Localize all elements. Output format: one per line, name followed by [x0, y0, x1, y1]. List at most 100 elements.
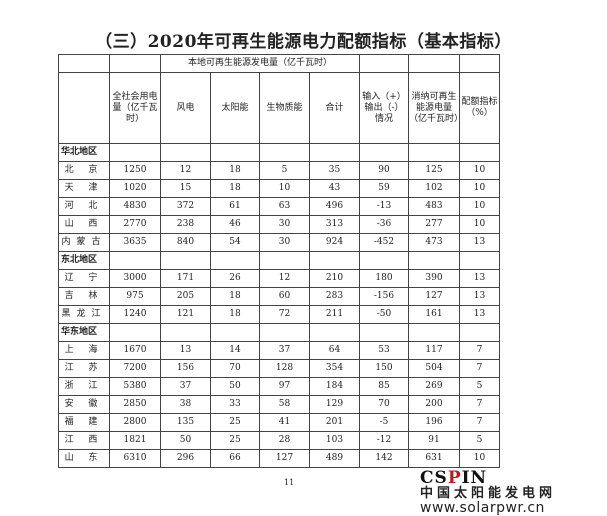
table-cell: 13: [459, 269, 501, 288]
table-cell: 127: [259, 449, 310, 468]
table-cell: 30: [259, 233, 310, 252]
table-cell: 5380: [109, 377, 161, 396]
watermark-logo: CSPIN 中国太阳能发电网 www.solarpwr.cn: [420, 468, 607, 516]
table-row: 安 徽 2850 38 33 58 129 70 200 7: [58, 395, 501, 414]
table-cell: 13: [459, 233, 501, 252]
table-cell: 13: [459, 305, 501, 324]
table-cell: 41: [259, 413, 310, 432]
table-row: 辽 宁 3000 171 26 12 210 180 390 13: [58, 269, 501, 288]
column-header: 太阳能: [210, 72, 260, 144]
province-name: 北 京: [58, 161, 110, 180]
table-cell: 25: [210, 413, 260, 432]
table-cell: 1020: [109, 179, 161, 198]
table-cell: 50: [160, 431, 211, 450]
table-row: 山 西 2770 238 46 30 313 -36 277 10: [58, 215, 501, 234]
table-cell: 1250: [109, 161, 161, 180]
table-cell: 3635: [109, 233, 161, 252]
page-number: 11: [284, 478, 295, 487]
column-header: 输入（+）输出（-）情况: [359, 72, 410, 144]
table-cell: 117: [408, 341, 461, 360]
table-cell: 924: [308, 233, 361, 252]
region-label: 华东地区: [58, 323, 110, 342]
page-title: （三）2020年可再生能源电力配额指标（基本指标）: [95, 32, 512, 52]
table-cell: 13: [160, 341, 211, 360]
table-cell: 26: [210, 269, 260, 288]
table-cell: 58: [259, 395, 310, 414]
watermark-url: www.solarpwr.cn: [420, 500, 545, 516]
table-cell: 10: [259, 179, 310, 198]
province-name: 上 海: [58, 341, 110, 360]
table-cell: 5: [459, 431, 501, 450]
table-cell: 196: [408, 413, 461, 432]
table-cell: 504: [408, 359, 461, 378]
table-cell: 7: [459, 395, 501, 414]
table-cell: 18: [210, 179, 260, 198]
table-cell: 135: [160, 413, 211, 432]
table-row: 江 西 1821 50 25 28 103 -12 91 5: [58, 431, 501, 450]
table-cell: -5: [359, 413, 410, 432]
table-cell: 127: [408, 287, 461, 306]
table-cell: 840: [160, 233, 211, 252]
table-cell: 18: [210, 305, 260, 324]
table-row: 山 东 6310 296 66 127 489 142 631 10: [58, 449, 501, 468]
table-cell: 54: [210, 233, 260, 252]
table-cell: 10: [459, 161, 501, 180]
region-label: 华北地区: [58, 143, 110, 162]
table-cell: 13: [459, 287, 501, 306]
table-cell: 72: [259, 305, 310, 324]
table-row: 江 苏 7200 156 70 128 354 150 504 7: [58, 359, 501, 378]
table-cell: 156: [160, 359, 211, 378]
province-name: 江 苏: [58, 359, 110, 378]
table-cell: 6310: [109, 449, 161, 468]
header-row-1: 本地可再生能源发电量（亿千瓦时）: [58, 54, 501, 73]
table-cell: 3000: [109, 269, 161, 288]
table-cell: 60: [259, 287, 310, 306]
table-cell: 35: [308, 161, 361, 180]
table-cell: 10: [459, 215, 501, 234]
table-cell: 37: [259, 341, 310, 360]
column-header: 全社会用电量（亿千瓦时）: [109, 72, 161, 144]
table-cell: 33: [210, 395, 260, 414]
table-cell: 313: [308, 215, 361, 234]
table-cell: 171: [160, 269, 211, 288]
table-cell: -452: [359, 233, 410, 252]
table-cell: -13: [359, 197, 410, 216]
table-cell: 102: [408, 179, 461, 198]
column-header: 合计: [308, 72, 361, 144]
table-cell: 2850: [109, 395, 161, 414]
table-row: 天 津 1020 15 18 10 43 59 102 10: [58, 179, 501, 198]
watermark-cn: 中国太阳能发电网: [420, 486, 557, 501]
region-row: 华北地区: [58, 143, 501, 162]
cspin-logo: CSPIN: [420, 468, 488, 488]
table-cell: -156: [359, 287, 410, 306]
table-cell: 91: [408, 431, 461, 450]
table-cell: 142: [359, 449, 410, 468]
table-cell: 631: [408, 449, 461, 468]
table-cell: 5: [459, 377, 501, 396]
table-cell: 125: [408, 161, 461, 180]
table-cell: 50: [210, 377, 260, 396]
table-cell: 7200: [109, 359, 161, 378]
table-cell: 296: [160, 449, 211, 468]
table-cell: 70: [210, 359, 260, 378]
table-cell: 18: [210, 161, 260, 180]
table-cell: 489: [308, 449, 361, 468]
table-cell: 18: [210, 287, 260, 306]
table-cell: 7: [459, 341, 501, 360]
column-header: 风电: [160, 72, 211, 144]
table-cell: 25: [210, 431, 260, 450]
table-cell: 483: [408, 197, 461, 216]
table-cell: 496: [308, 197, 361, 216]
table-cell: 12: [160, 161, 211, 180]
table-cell: 200: [408, 395, 461, 414]
table-cell: 46: [210, 215, 260, 234]
table-cell: 97: [259, 377, 310, 396]
table-body: 华北地区北 京 1250 12 18 5 35 90 125 10 天 津 1020 15 18 10 43…: [58, 143, 501, 468]
table-cell: 59: [359, 179, 410, 198]
region-row: 华东地区: [58, 323, 501, 342]
table-cell: 269: [408, 377, 461, 396]
table-cell: -50: [359, 305, 410, 324]
table-row: 福 建 2800 135 25 41 201 -5 196 7: [58, 413, 501, 432]
table-cell: 30: [259, 215, 310, 234]
header-row-2: 全社会用电量（亿千瓦时） 风电 太阳能 生物质能 合计 输入（+）输出（-）情况…: [58, 72, 501, 144]
